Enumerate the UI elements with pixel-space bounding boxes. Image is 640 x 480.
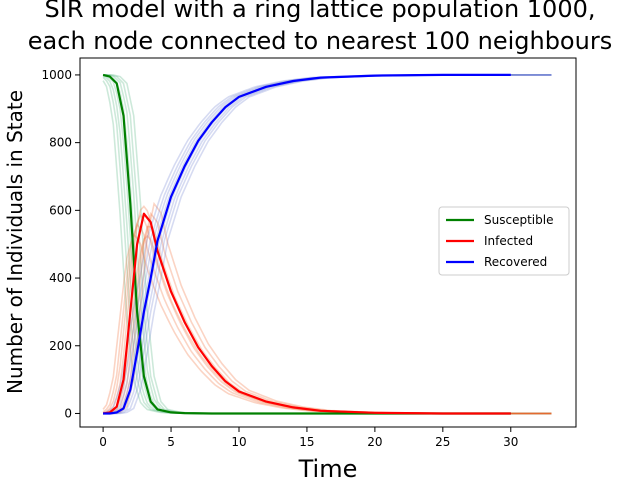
series-line-layer: [102, 73, 511, 415]
x-tick-label: 20: [367, 435, 382, 449]
series-line-recovered: [103, 73, 511, 415]
chart-title-line-2: each node connected to nearest 100 neigh…: [28, 27, 612, 55]
y-axis-ticks: 0 200 400 600 800 1000: [41, 68, 80, 420]
y-tick-label: 600: [49, 203, 72, 217]
legend-box: [438, 206, 570, 276]
y-tick-label: 200: [49, 339, 72, 353]
x-axis-label: Time: [298, 455, 358, 480]
x-tick-label: 5: [167, 435, 175, 449]
series-line-susceptible: [102, 73, 511, 415]
y-tick-label: 400: [49, 271, 72, 285]
legend-label-infected: Infected: [484, 234, 533, 248]
axes-frame: [79, 57, 577, 428]
legend-label-susceptible: Susceptible: [484, 213, 553, 227]
y-axis-label: Number of Individuals in State: [3, 90, 27, 394]
x-tick-label: 25: [435, 435, 450, 449]
legend: Susceptible Infected Recovered: [438, 206, 570, 276]
y-tick-label: 0: [64, 406, 72, 420]
x-axis-ticks: 0 5 10 15 20 25 30: [99, 427, 518, 449]
x-tick-label: 10: [231, 435, 246, 449]
y-tick-label: 800: [49, 136, 72, 150]
x-tick-label: 15: [299, 435, 314, 449]
x-tick-label: 30: [503, 435, 518, 449]
x-tick-label: 0: [99, 435, 107, 449]
y-tick-label: 1000: [41, 68, 72, 82]
series-line-infected: [102, 212, 511, 415]
chart-title-line-1: SIR model with a ring lattice population…: [45, 0, 596, 23]
plot-area: [102, 73, 552, 415]
legend-label-recovered: Recovered: [484, 255, 547, 269]
